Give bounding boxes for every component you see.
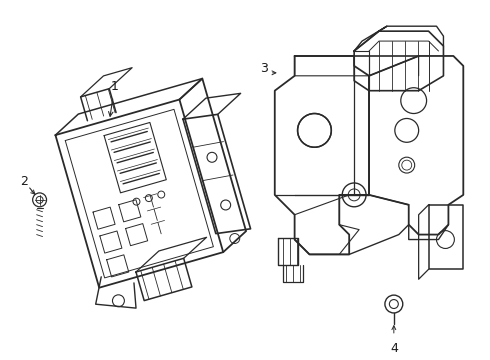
Text: 4: 4 [390,342,398,355]
Text: 2: 2 [20,175,27,189]
Text: 3: 3 [260,62,268,75]
Text: 1: 1 [109,80,119,116]
